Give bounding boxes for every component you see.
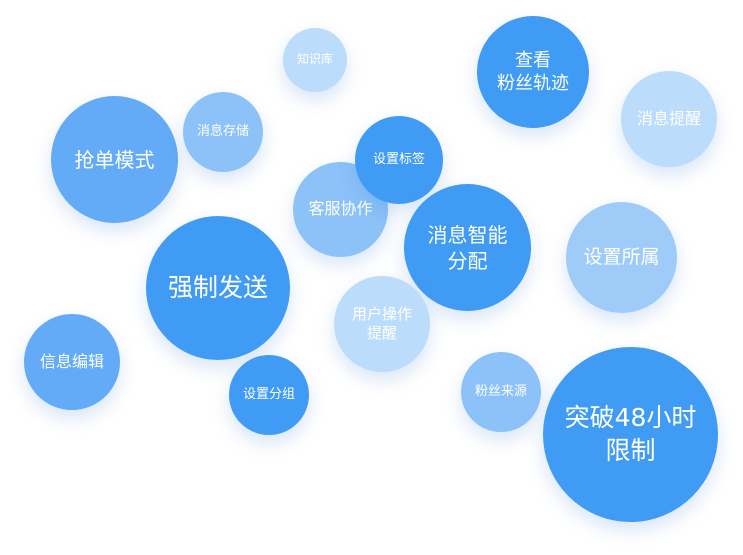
set-group-label: 设置分组 — [242, 386, 295, 402]
view-fan-trail-label-line1: 查看 — [515, 49, 551, 71]
message-storage-label: 消息存储 — [196, 123, 249, 139]
set-tag-bubble[interactable]: 设置标签 — [355, 116, 443, 204]
break-48h-label-line1: 突破48小时 — [564, 403, 697, 432]
smart-dispatch-label-line2: 分配 — [447, 248, 488, 273]
user-action-remind-label-line2: 提醒 — [366, 324, 397, 342]
set-tag-label: 设置标签 — [372, 151, 425, 167]
break-48h-bubble[interactable]: 突破48小时 限制 — [543, 347, 718, 522]
fan-source-label: 粉丝来源 — [474, 383, 527, 399]
smart-dispatch-bubble[interactable]: 消息智能 分配 — [404, 184, 531, 311]
info-edit-label: 信息编辑 — [39, 351, 104, 371]
fan-source-bubble[interactable]: 粉丝来源 — [461, 352, 541, 432]
set-group-bubble[interactable]: 设置分组 — [229, 355, 309, 435]
message-storage-bubble[interactable]: 消息存储 — [183, 92, 263, 172]
knowledge-base-label: 知识库 — [296, 52, 333, 67]
user-action-remind-label-line1: 用户操作 — [351, 304, 412, 323]
smart-dispatch-label-line1: 消息智能 — [427, 222, 508, 247]
break-48h-label-line2: 限制 — [605, 435, 656, 465]
grab-order-mode-label: 抢单模式 — [74, 147, 155, 172]
view-fan-trail-bubble[interactable]: 查看 粉丝轨迹 — [477, 16, 589, 128]
grab-order-mode-bubble[interactable]: 抢单模式 — [51, 96, 178, 223]
set-belonging-label: 设置所属 — [583, 246, 660, 269]
info-edit-bubble[interactable]: 信息编辑 — [24, 314, 120, 410]
view-fan-trail-label-line2: 粉丝轨迹 — [497, 73, 569, 94]
service-collab-label: 客服协作 — [308, 199, 373, 219]
message-reminder-label: 消息提醒 — [636, 108, 701, 128]
knowledge-base-bubble[interactable]: 知识库 — [283, 28, 347, 92]
user-action-remind-bubble[interactable]: 用户操作 提醒 — [334, 276, 430, 372]
force-send-bubble[interactable]: 强制发送 — [146, 216, 290, 360]
message-reminder-bubble[interactable]: 消息提醒 — [621, 71, 717, 167]
set-belonging-bubble[interactable]: 设置所属 — [566, 202, 677, 313]
force-send-label: 强制发送 — [167, 272, 268, 302]
